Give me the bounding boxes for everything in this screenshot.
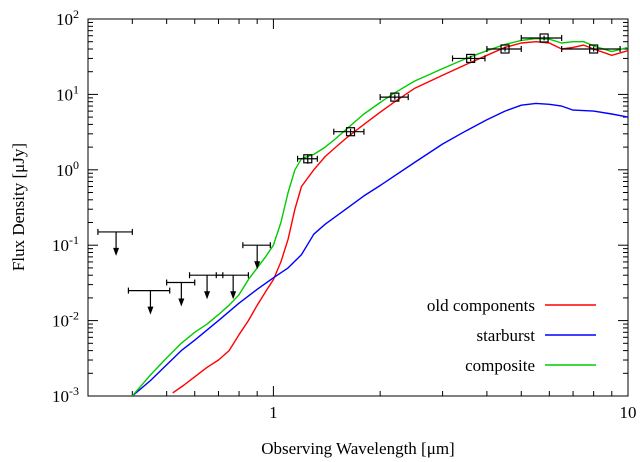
- y-tick-label: 101: [56, 82, 79, 104]
- upper-limit: [127, 287, 171, 315]
- upper-limit-arrow: [230, 291, 237, 300]
- detection-point: [451, 53, 486, 64]
- upper-limit-arrow: [178, 298, 185, 307]
- detection-marker: [500, 44, 510, 54]
- y-tick-label: 10-1: [52, 233, 79, 255]
- series-line-old-components: [172, 41, 628, 394]
- legend: old components starburst composite: [427, 296, 596, 375]
- upper-limit: [188, 272, 224, 300]
- x-tick-label: 1: [269, 403, 278, 422]
- detection-marker: [466, 53, 476, 64]
- detection-point: [561, 44, 621, 54]
- y-axis-title: Flux Density [μJy]: [9, 143, 28, 271]
- series-line-composite: [131, 37, 628, 396]
- plot-frame: [87, 18, 629, 397]
- series-lines: [131, 37, 628, 396]
- x-tick-label: 10: [620, 403, 637, 422]
- upper-limit: [166, 279, 196, 307]
- upper-limit: [215, 272, 249, 300]
- y-tick-label: 100: [56, 158, 79, 180]
- x-axis-title: Observing Wavelength [μm]: [261, 439, 454, 458]
- detection-point: [379, 92, 409, 102]
- detection-point: [486, 44, 522, 54]
- detection-points: [296, 33, 621, 164]
- y-tick-label: 10-2: [52, 309, 79, 331]
- upper-limit: [242, 242, 271, 270]
- upper-limit: [97, 228, 133, 256]
- axis-ticks: [87, 18, 629, 397]
- legend-label-composite: composite: [465, 356, 535, 375]
- detection-marker: [345, 127, 356, 137]
- y-tick-label: 10-3: [52, 384, 79, 406]
- detection-point: [333, 127, 365, 137]
- upper-limit-arrow: [113, 247, 120, 256]
- detection-marker: [589, 44, 599, 54]
- tick-labels: 1 10 10-3 10-2 10-1 100 101 102: [52, 7, 637, 422]
- detection-marker: [303, 154, 313, 164]
- series-line-starburst: [131, 102, 628, 396]
- y-tick-label: 102: [56, 7, 79, 29]
- legend-label-starburst: starburst: [476, 326, 535, 345]
- detection-marker: [390, 92, 400, 102]
- detection-point: [296, 154, 318, 164]
- detection-marker: [539, 33, 549, 43]
- legend-label-old-components: old components: [427, 296, 535, 315]
- upper-limits: [97, 228, 271, 315]
- upper-limit-arrow: [147, 306, 154, 315]
- upper-limit-arrow: [254, 261, 261, 270]
- detection-point: [520, 33, 563, 43]
- upper-limit-arrow: [204, 291, 211, 300]
